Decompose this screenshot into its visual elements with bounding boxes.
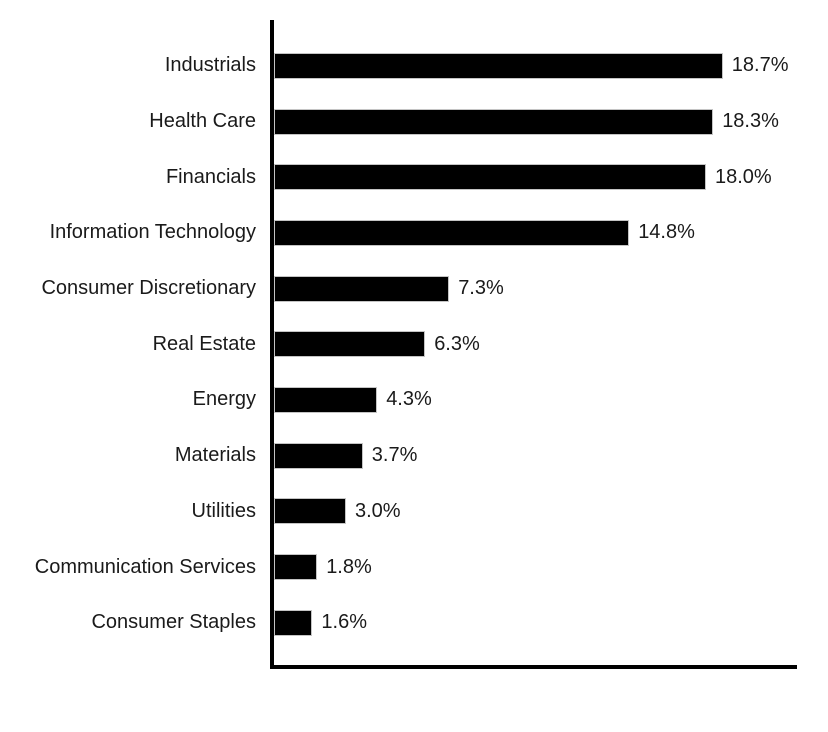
bar-wrap: 7.3%	[274, 275, 504, 302]
category-label: Materials	[174, 444, 256, 467]
category-label: Consumer Discretionary	[41, 277, 256, 300]
chart-row: Health Care 18.3%	[0, 94, 828, 150]
value-label: 18.3%	[722, 110, 779, 133]
bar-wrap: 18.0%	[274, 164, 772, 191]
category-label: Industrials	[164, 54, 256, 77]
y-axis-line	[270, 20, 274, 669]
chart-row: Consumer Staples 1.6%	[0, 595, 828, 651]
bar-wrap: 1.8%	[274, 554, 372, 581]
category-label: Information Technology	[49, 221, 256, 244]
bar	[274, 609, 313, 636]
value-label: 3.0%	[355, 499, 401, 522]
bar	[274, 275, 450, 302]
chart-row: Industrials 18.7%	[0, 38, 828, 94]
chart-rows: Industrials 18.7% Health Care 18.3% Fina…	[0, 38, 828, 651]
bar	[274, 442, 363, 469]
category-label: Health Care	[149, 110, 256, 133]
chart-row: Communication Services 1.8%	[0, 539, 828, 595]
bar-wrap: 3.0%	[274, 498, 401, 525]
bar-wrap: 6.3%	[274, 331, 480, 358]
category-label: Energy	[192, 388, 256, 411]
value-label: 3.7%	[371, 444, 418, 467]
bar	[274, 386, 378, 413]
value-label: 18.7%	[731, 54, 789, 77]
category-label: Communication Services	[34, 555, 256, 578]
value-label: 1.8%	[326, 555, 372, 578]
value-label: 14.8%	[638, 221, 695, 244]
bar	[274, 554, 318, 581]
bar	[274, 331, 426, 358]
category-label: Financials	[165, 165, 256, 188]
x-axis-line	[270, 665, 797, 669]
value-label: 1.6%	[321, 611, 367, 634]
value-label: 4.3%	[386, 388, 432, 411]
bar	[274, 52, 723, 79]
value-label: 6.3%	[434, 332, 480, 355]
category-label: Real Estate	[152, 332, 256, 355]
chart-row: Financials 18.0%	[0, 149, 828, 205]
bar	[274, 219, 630, 246]
chart-row: Real Estate 6.3%	[0, 316, 828, 372]
bar	[274, 498, 346, 525]
value-label: 7.3%	[458, 277, 504, 300]
bar-wrap: 18.7%	[274, 52, 789, 79]
bar-wrap: 4.3%	[274, 386, 432, 413]
bar-wrap: 1.6%	[274, 609, 367, 636]
value-label: 18.0%	[715, 165, 772, 188]
bar	[274, 164, 706, 191]
category-label: Consumer Staples	[91, 611, 256, 634]
chart-row: Energy 4.3%	[0, 372, 828, 428]
chart-row: Consumer Discretionary 7.3%	[0, 261, 828, 317]
chart-row: Materials 3.7%	[0, 428, 828, 484]
chart-row: Utilities 3.0%	[0, 484, 828, 540]
bar-wrap: 18.3%	[274, 108, 779, 135]
chart-row: Information Technology 14.8%	[0, 205, 828, 261]
bar-wrap: 14.8%	[274, 219, 695, 246]
bar	[274, 108, 714, 135]
bar-wrap: 3.7%	[274, 442, 418, 469]
category-label: Utilities	[191, 499, 256, 522]
